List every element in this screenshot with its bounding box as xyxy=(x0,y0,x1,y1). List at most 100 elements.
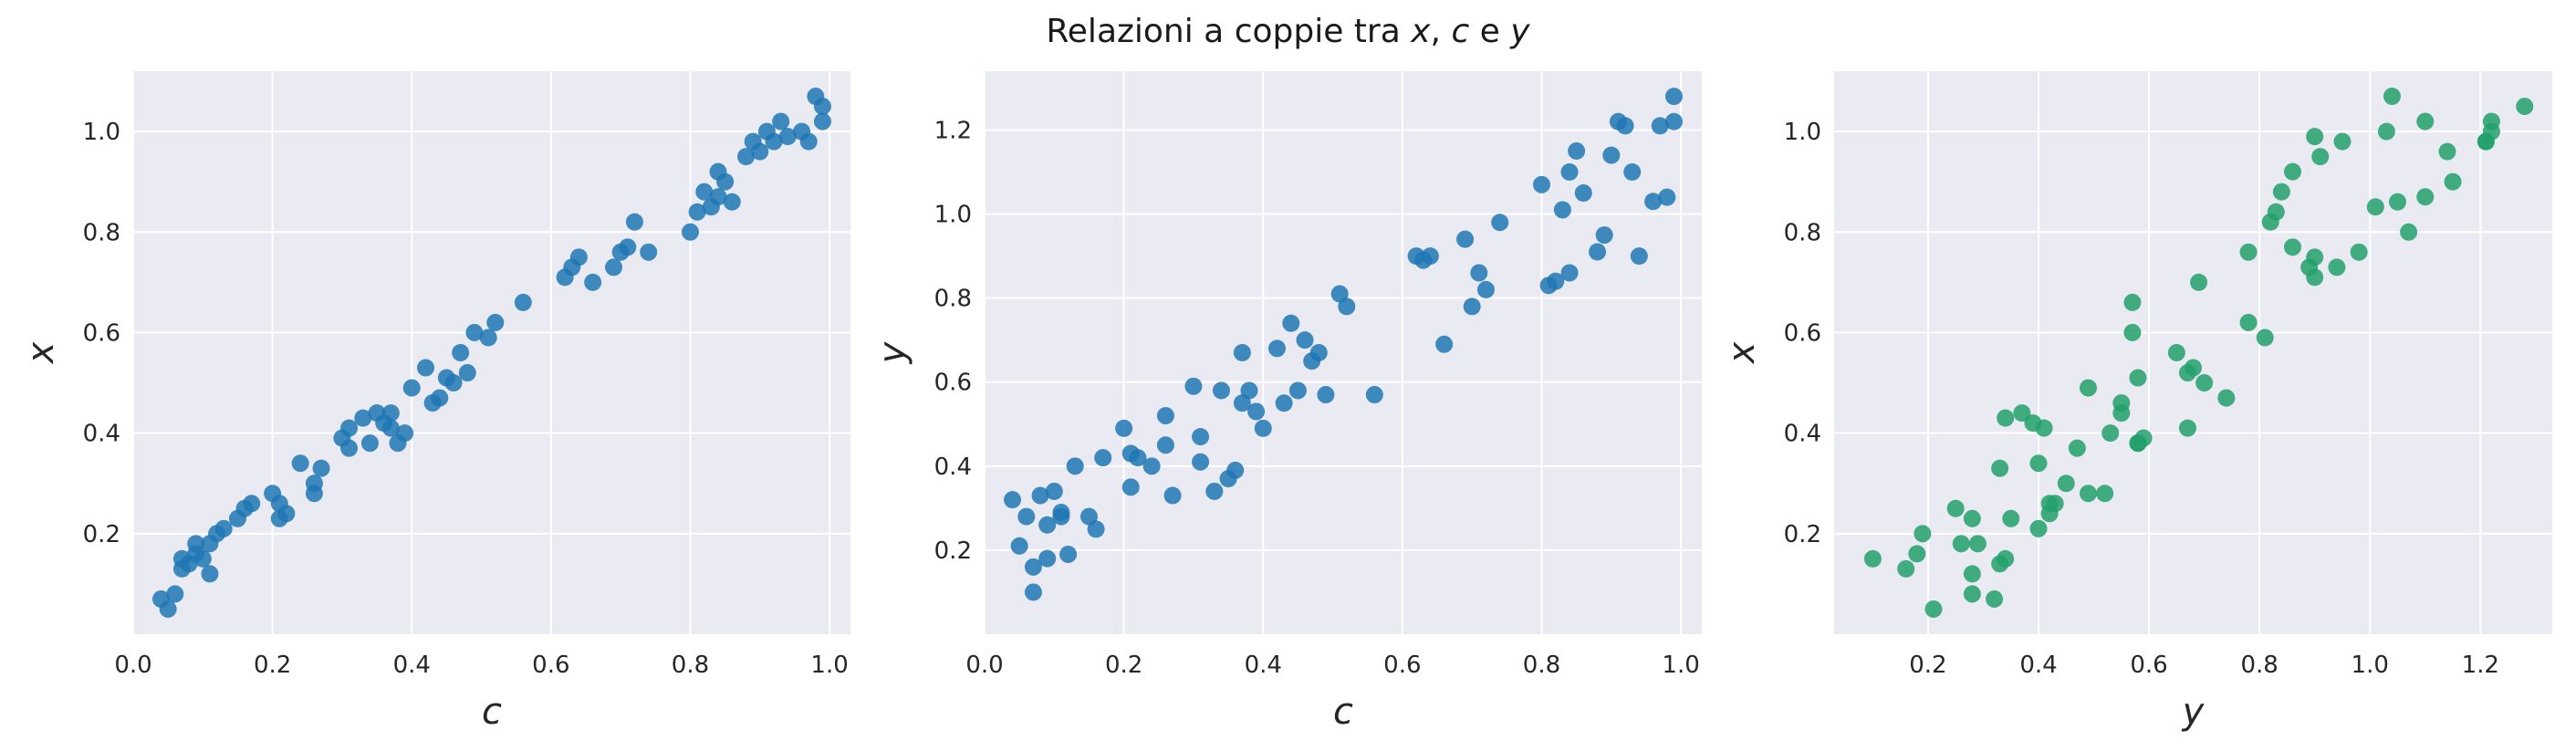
data-point xyxy=(159,600,177,618)
data-point xyxy=(619,238,637,256)
data-point xyxy=(716,172,735,191)
data-point xyxy=(1946,499,1965,517)
data-point xyxy=(1247,402,1266,421)
data-point xyxy=(1017,507,1036,526)
x-tick-label: 0.2 xyxy=(1909,652,1946,679)
data-point xyxy=(737,148,756,166)
x-tick-label: 0.8 xyxy=(2240,652,2278,679)
data-point xyxy=(1184,377,1203,395)
data-point xyxy=(1079,507,1098,526)
x-tick-label: 0.8 xyxy=(1523,652,1560,679)
plot-area xyxy=(133,71,850,634)
data-point xyxy=(1560,264,1579,282)
y-tick-label: 1.0 xyxy=(1784,119,1821,146)
data-point xyxy=(417,359,435,377)
x-axis-label: y xyxy=(2182,691,2206,733)
y-tick-label: 0.6 xyxy=(1784,319,1821,347)
y-tick-label: 0.4 xyxy=(1784,421,1821,448)
data-point xyxy=(1644,193,1663,211)
data-point xyxy=(1602,146,1621,164)
data-point xyxy=(2101,424,2120,443)
x-tick-label: 0.2 xyxy=(1105,652,1142,679)
data-point xyxy=(312,459,330,477)
data-point xyxy=(2267,203,2285,221)
data-point xyxy=(444,374,463,392)
data-point xyxy=(2195,374,2214,392)
data-point xyxy=(1924,600,1943,618)
x-tick-label: 0.8 xyxy=(672,652,709,679)
data-point xyxy=(625,213,643,231)
x-tick-label: 0.0 xyxy=(114,652,151,679)
data-point xyxy=(2029,454,2048,473)
data-point xyxy=(799,132,818,151)
data-point xyxy=(2079,379,2097,397)
y-tick-label: 1.0 xyxy=(83,119,120,146)
data-point xyxy=(2400,223,2418,241)
data-point xyxy=(1233,394,1251,412)
figure-title: Relazioni a coppie tra x, c e y xyxy=(0,13,2576,50)
y-tick-label: 0.8 xyxy=(934,286,972,313)
data-point xyxy=(1192,453,1210,471)
data-point xyxy=(569,248,588,266)
data-point xyxy=(2123,293,2142,311)
data-point xyxy=(2029,519,2048,537)
data-point xyxy=(2350,243,2368,261)
data-point xyxy=(201,565,219,583)
x-tick-label: 0.6 xyxy=(2130,652,2167,679)
data-point xyxy=(340,419,359,437)
data-point xyxy=(166,585,184,603)
data-point xyxy=(1491,214,1509,232)
data-point xyxy=(813,112,831,130)
data-point xyxy=(396,424,414,443)
data-point xyxy=(1066,457,1084,475)
data-point xyxy=(1986,589,2004,608)
data-point xyxy=(2388,193,2406,211)
data-point xyxy=(1568,141,1586,160)
data-point xyxy=(2013,404,2031,422)
plot-area xyxy=(985,71,1702,634)
data-point xyxy=(2377,122,2395,141)
data-point xyxy=(1205,482,1224,500)
data-point xyxy=(1658,188,1676,206)
data-point xyxy=(2477,132,2495,151)
data-point xyxy=(354,409,372,427)
data-point xyxy=(486,313,505,331)
data-point xyxy=(1156,407,1174,425)
x-tick-label: 0.4 xyxy=(1245,652,1282,679)
data-point xyxy=(1282,314,1300,332)
data-point xyxy=(1651,117,1669,135)
data-point xyxy=(1908,545,1926,563)
data-point xyxy=(1664,112,1683,130)
data-point xyxy=(1456,230,1475,248)
data-point xyxy=(1010,537,1028,555)
data-point xyxy=(2079,485,2097,503)
data-point xyxy=(1470,264,1488,282)
data-point xyxy=(1275,394,1293,412)
data-point xyxy=(681,223,699,241)
data-point xyxy=(1435,335,1454,353)
data-point xyxy=(1553,201,1571,219)
y-tick-label: 0.4 xyxy=(934,454,972,481)
data-point xyxy=(1532,175,1550,193)
data-point xyxy=(2416,188,2435,206)
x-tick-label: 0.4 xyxy=(2019,652,2057,679)
data-point xyxy=(1254,419,1272,437)
data-point xyxy=(2239,313,2258,331)
data-point xyxy=(1163,486,1182,505)
data-point xyxy=(605,258,623,276)
data-point xyxy=(360,434,379,453)
y-tick-label: 0.2 xyxy=(1784,521,1821,548)
data-point xyxy=(2306,128,2324,146)
data-point xyxy=(2366,198,2384,216)
y-tick-label: 0.8 xyxy=(1784,219,1821,246)
data-point xyxy=(452,344,470,361)
data-point xyxy=(2123,323,2142,341)
data-point xyxy=(1421,247,1439,266)
data-point xyxy=(402,379,421,397)
data-point xyxy=(2239,243,2258,261)
data-point xyxy=(1288,381,1307,400)
data-point xyxy=(640,243,658,261)
data-point xyxy=(1963,565,1981,583)
